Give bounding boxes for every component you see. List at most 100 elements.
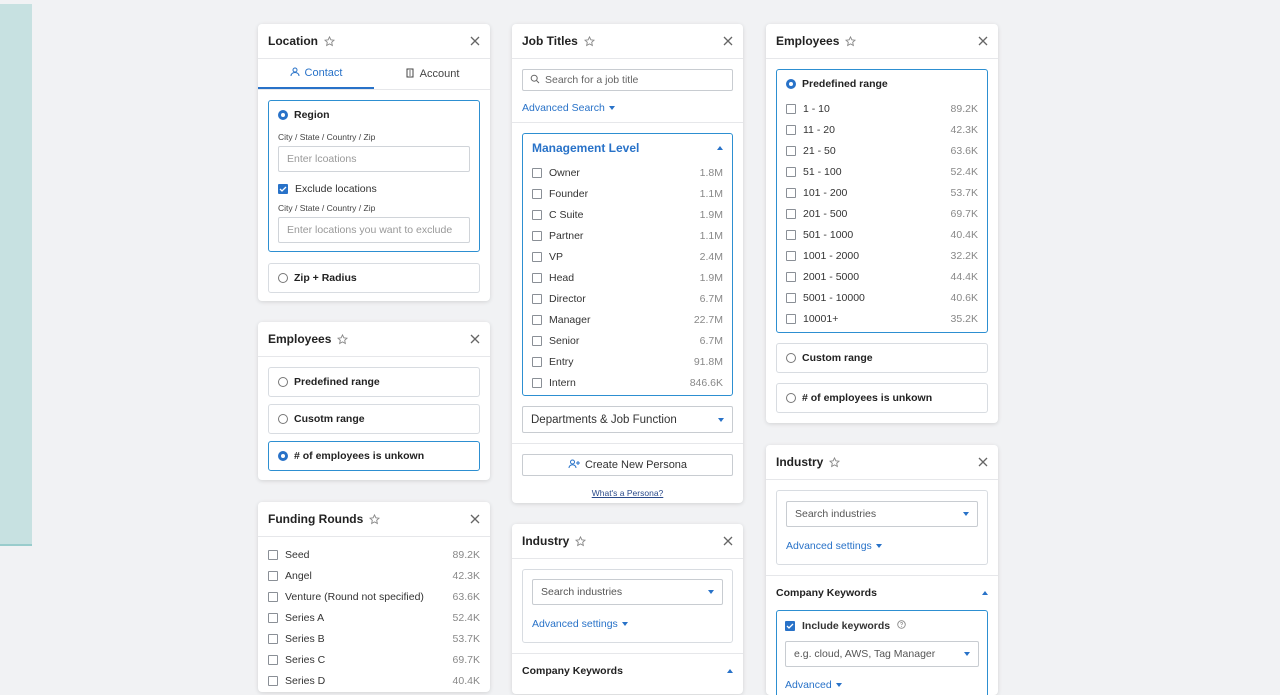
list-item[interactable]: Series D 40.4K (268, 670, 480, 691)
checkbox[interactable] (532, 272, 542, 283)
keywords-input[interactable]: e.g. cloud, AWS, Tag Manager (785, 641, 979, 667)
checkbox[interactable] (532, 377, 542, 388)
list-item[interactable]: 201 - 500 69.7K (786, 203, 978, 224)
checkbox[interactable] (786, 166, 796, 177)
star-icon[interactable] (583, 35, 595, 47)
list-item[interactable]: 2001 - 5000 44.4K (786, 266, 978, 287)
list-item[interactable]: Seed 89.2K (268, 544, 480, 565)
predefined-range-option[interactable]: Predefined range (786, 70, 978, 98)
list-item[interactable]: Manager 22.7M (532, 309, 723, 330)
list-item[interactable]: Series C 69.7K (268, 649, 480, 670)
checkbox[interactable] (532, 314, 542, 325)
checkbox[interactable] (532, 230, 542, 241)
list-item[interactable]: 1001 - 2000 32.2K (786, 245, 978, 266)
list-item[interactable]: 1 - 10 89.2K (786, 98, 978, 119)
exclude-locations-option[interactable]: Exclude locations (269, 178, 479, 199)
list-item[interactable]: VP 2.4M (532, 246, 723, 267)
checkbox[interactable] (786, 229, 796, 240)
list-item[interactable]: 501 - 1000 40.4K (786, 224, 978, 245)
close-icon[interactable] (978, 36, 988, 46)
star-icon[interactable] (369, 513, 381, 525)
list-item[interactable]: Intern 846.6K (532, 372, 723, 393)
radio[interactable] (786, 393, 796, 403)
custom-range-option[interactable]: Custom range (777, 344, 987, 372)
list-item[interactable]: 11 - 20 42.3K (786, 119, 978, 140)
chevron-up-icon[interactable] (717, 146, 723, 150)
checkbox[interactable] (786, 208, 796, 219)
list-item[interactable]: Founder 1.1M (532, 183, 723, 204)
checkbox[interactable] (532, 356, 542, 367)
star-icon[interactable] (575, 535, 587, 547)
region-option[interactable]: Region (269, 101, 479, 129)
location-input[interactable]: Enter lcoations (278, 146, 470, 172)
list-item[interactable]: 51 - 100 52.4K (786, 161, 978, 182)
radio-selected[interactable] (278, 110, 288, 120)
departments-dropdown[interactable]: Departments & Job Function (522, 406, 733, 433)
exclude-input[interactable]: Enter locations you want to exclude (278, 217, 470, 243)
unknown-option[interactable]: # of employees is unkown (777, 384, 987, 412)
list-item[interactable]: Director 6.7M (532, 288, 723, 309)
checkbox[interactable] (786, 292, 796, 303)
list-item[interactable]: Angel 42.3K (268, 565, 480, 586)
list-item[interactable]: Owner 1.8M (532, 162, 723, 183)
star-icon[interactable] (337, 333, 349, 345)
list-item[interactable]: Entry 91.8M (532, 351, 723, 372)
checkbox[interactable] (268, 675, 278, 686)
checkbox[interactable] (268, 570, 278, 581)
close-icon[interactable] (470, 334, 480, 344)
zip-radius-option[interactable]: Zip + Radius (269, 264, 479, 292)
checkbox[interactable] (268, 591, 278, 602)
list-item[interactable]: Head 1.9M (532, 267, 723, 288)
chevron-up-icon[interactable] (982, 591, 988, 595)
checkbox[interactable] (786, 313, 796, 324)
checkbox[interactable] (786, 103, 796, 114)
checkbox[interactable] (786, 250, 796, 261)
close-icon[interactable] (723, 536, 733, 546)
list-item[interactable]: 101 - 200 53.7K (786, 182, 978, 203)
star-icon[interactable] (324, 35, 335, 47)
radio[interactable] (278, 414, 288, 424)
advanced-settings-link[interactable]: Advanced settings (532, 618, 628, 630)
radio[interactable] (278, 273, 288, 283)
tab-contact[interactable]: Contact (258, 59, 374, 89)
industry-search-input[interactable]: Search industries (532, 579, 723, 605)
advanced-link[interactable]: Advanced (785, 679, 842, 691)
list-item[interactable]: 21 - 50 63.6K (786, 140, 978, 161)
unknown-option[interactable]: # of employees is unkown (269, 442, 479, 470)
management-level-header[interactable]: Management Level (532, 134, 723, 162)
checkbox[interactable] (268, 612, 278, 623)
chevron-up-icon[interactable] (727, 669, 733, 673)
checkbox[interactable] (268, 633, 278, 644)
company-keywords-header[interactable]: Company Keywords (512, 654, 743, 688)
checkbox[interactable] (268, 654, 278, 665)
advanced-settings-link[interactable]: Advanced settings (786, 540, 882, 552)
list-item[interactable]: 10001+ 35.2K (786, 308, 978, 329)
checkbox[interactable] (786, 145, 796, 156)
checkbox[interactable] (786, 124, 796, 135)
job-title-search-input[interactable]: Search for a job title (522, 69, 733, 91)
predefined-range-option[interactable]: Predefined range (269, 368, 479, 396)
close-icon[interactable] (470, 36, 480, 46)
list-item[interactable]: 5001 - 10000 40.6K (786, 287, 978, 308)
close-icon[interactable] (470, 514, 480, 524)
checkbox[interactable] (532, 293, 542, 304)
checkbox[interactable] (532, 251, 542, 262)
whats-persona-link[interactable]: What's a Persona? (591, 488, 664, 498)
create-persona-button[interactable]: Create New Persona (522, 454, 733, 476)
checkbox[interactable] (532, 188, 542, 199)
list-item[interactable]: Partner 1.1M (532, 225, 723, 246)
radio[interactable] (278, 377, 288, 387)
checkbox[interactable] (532, 167, 542, 178)
close-icon[interactable] (978, 457, 988, 467)
radio-selected[interactable] (786, 79, 796, 89)
star-icon[interactable] (829, 456, 841, 468)
checkbox-checked[interactable] (278, 183, 288, 194)
industry-search-input[interactable]: Search industries (786, 501, 978, 527)
checkbox[interactable] (786, 271, 796, 282)
checkbox[interactable] (268, 549, 278, 560)
help-icon[interactable] (897, 620, 906, 632)
list-item[interactable]: Series A 52.4K (268, 607, 480, 628)
checkbox-checked[interactable] (785, 621, 795, 631)
advanced-search-link[interactable]: Advanced Search (522, 102, 615, 114)
checkbox[interactable] (532, 335, 542, 346)
